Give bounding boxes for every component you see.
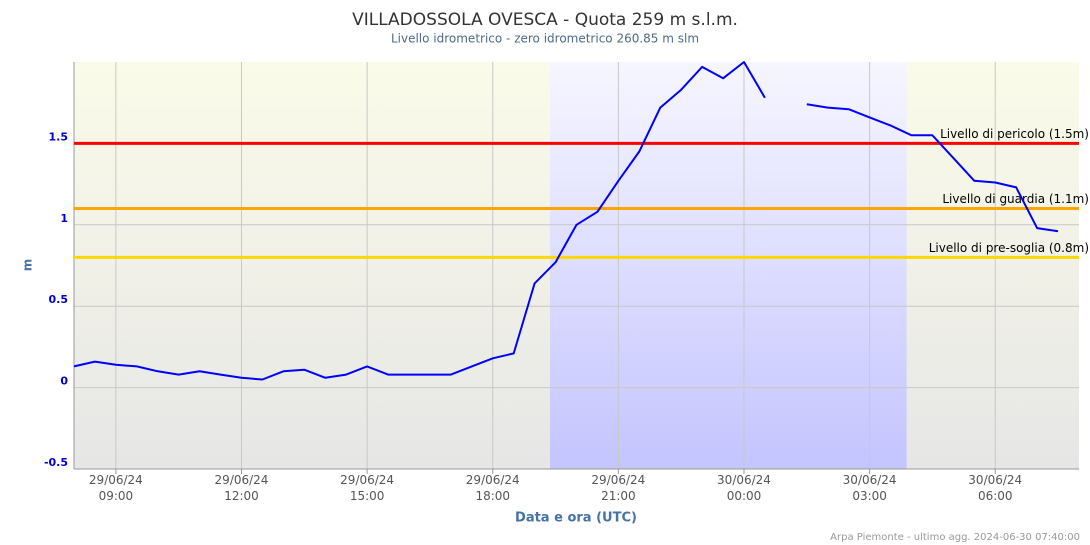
y-tick-label: 0 bbox=[60, 375, 68, 388]
threshold-label: Livello di guardia (1.1m) bbox=[942, 192, 1089, 206]
night-band bbox=[549, 62, 907, 469]
x-tick-label: 29/06/24 18:00 bbox=[466, 473, 520, 503]
chart-subtitle: Livello idrometrico - zero idrometrico 2… bbox=[391, 32, 699, 46]
x-tick-label: 30/06/24 00:00 bbox=[717, 473, 771, 503]
chart-title: VILLADOSSOLA OVESCA - Quota 259 m s.l.m. bbox=[352, 10, 738, 30]
x-tick-label: 29/06/24 15:00 bbox=[340, 473, 394, 503]
threshold-label: Livello di pre-soglia (0.8m) bbox=[929, 241, 1089, 255]
x-tick-label: 29/06/24 09:00 bbox=[89, 473, 143, 503]
y-tick-label: -0.5 bbox=[44, 456, 68, 469]
x-tick-label: 29/06/24 21:00 bbox=[591, 473, 645, 503]
x-tick-label: 29/06/24 12:00 bbox=[215, 473, 269, 503]
y-axis-title: m bbox=[21, 259, 35, 272]
x-tick-label: 30/06/24 03:00 bbox=[843, 473, 897, 503]
y-tick-label: 1 bbox=[60, 212, 68, 225]
data-line bbox=[73, 61, 1059, 381]
x-axis-title: Data e ora (UTC) bbox=[515, 511, 637, 526]
credits: Arpa Piemonte - ultimo agg. 2024-06-30 0… bbox=[830, 532, 1080, 543]
y-tick-label: 0.5 bbox=[49, 293, 69, 306]
y-tick-label: 1.5 bbox=[49, 130, 69, 143]
x-tick-label: 30/06/24 06:00 bbox=[968, 473, 1022, 503]
threshold-label: Livello di pericolo (1.5m) bbox=[940, 127, 1089, 141]
